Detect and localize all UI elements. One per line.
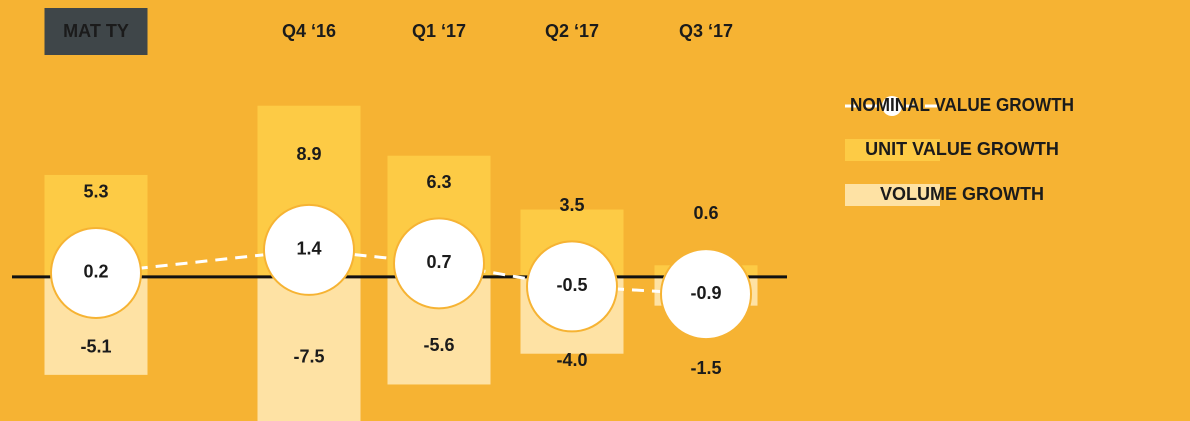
unit-label: 6.3 [426, 172, 451, 192]
nominal-bubble [263, 203, 355, 296]
unit-label: 8.9 [296, 144, 321, 164]
legend-label: NOMINAL VALUE GROWTH [850, 95, 1074, 115]
volume-label: -4.0 [556, 350, 587, 370]
nominal-label: 0.2 [83, 262, 108, 282]
nominal-bubble [526, 240, 618, 333]
header-box [44, 8, 148, 55]
x-tick-label: Q3 ‘17 [679, 21, 733, 41]
volume-label: -5.1 [80, 337, 111, 357]
legend-swatch [845, 184, 940, 206]
unit-label: 0.6 [693, 203, 718, 223]
nominal-label: -0.5 [556, 275, 587, 295]
nominal-bubble [660, 248, 752, 341]
x-tick-label: Q1 ‘17 [412, 21, 466, 41]
nominal-label: 0.7 [426, 252, 451, 272]
unit-label: 5.3 [83, 182, 108, 202]
volume-label: -7.5 [293, 347, 324, 367]
legend-bubble [882, 96, 902, 116]
legend-label: UNIT VALUE GROWTH [865, 139, 1059, 159]
nominal-bubble [393, 217, 485, 310]
x-tick-label: Q4 ‘16 [282, 21, 336, 41]
x-tick-label: Q2 ‘17 [545, 21, 599, 41]
volume-bar [257, 276, 361, 421]
legend-label: VOLUME GROWTH [880, 184, 1044, 204]
volume-label: -1.5 [690, 358, 721, 378]
legend-swatch [845, 139, 940, 161]
unit-label: 3.5 [559, 195, 584, 215]
volume-label: -5.6 [423, 335, 454, 355]
nominal-bubble [50, 226, 142, 319]
nominal-label: 1.4 [296, 239, 321, 259]
x-tick-label: MAT TY [63, 21, 129, 41]
nominal-label: -0.9 [690, 283, 721, 303]
